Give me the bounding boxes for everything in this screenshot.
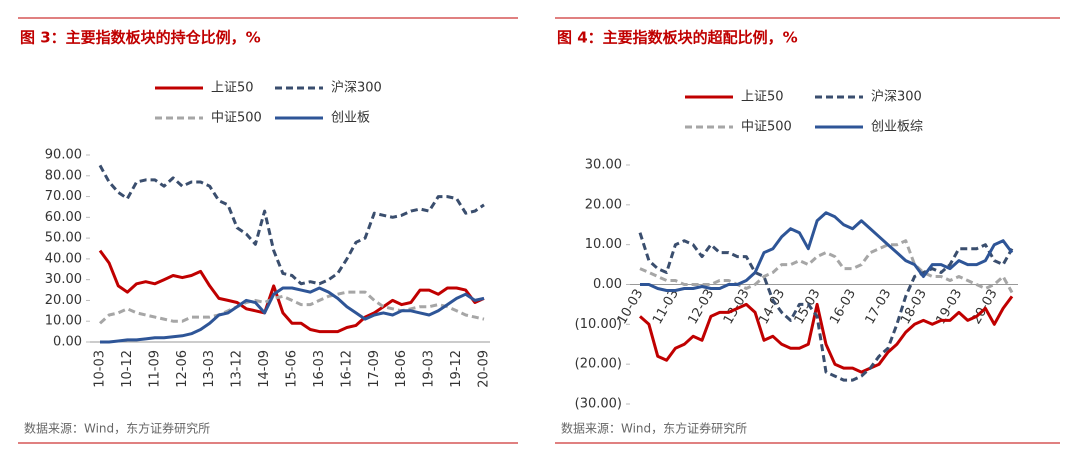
x-tick-label: 17-09 <box>367 350 382 388</box>
y-tick-label: (10.00) <box>575 317 622 332</box>
legend-label: 创业板综 <box>871 120 923 135</box>
series-line <box>98 249 485 334</box>
series-line <box>638 232 1014 382</box>
x-tick-label: 19-03 <box>422 350 437 388</box>
chart-title: 图 4：主要指数板块的超配比例，% <box>557 29 798 47</box>
legend-label: 沪深300 <box>871 89 922 105</box>
x-tick-label: 11-09 <box>147 350 162 388</box>
x-tick-label: 19-12 <box>449 350 464 388</box>
x-tick-label: 14-03 <box>756 287 788 327</box>
x-tick-label: 11-03 <box>650 287 682 327</box>
y-tick-label: 10.00 <box>45 314 82 329</box>
x-tick-label: 10-03 <box>93 350 108 388</box>
series-line <box>98 290 485 325</box>
y-tick-label: 70.00 <box>45 189 82 204</box>
y-tick-label: 60.00 <box>45 210 82 225</box>
y-tick-label: (30.00) <box>575 397 622 412</box>
source: 数据来源：Wind，东方证券研究所 <box>561 421 747 436</box>
y-tick-label: 30.00 <box>45 272 82 287</box>
legend-label: 沪深300 <box>331 80 382 96</box>
y-tick-label: 80.00 <box>45 168 82 183</box>
y-tick-label: 0.00 <box>53 335 82 350</box>
series-line <box>639 295 1014 374</box>
y-tick-label: 90.00 <box>45 148 82 163</box>
y-tick-label: 10.00 <box>585 237 622 252</box>
chart-title: 图 3：主要指数板块的持仓比例，% <box>20 29 261 47</box>
y-tick-label: 20.00 <box>45 293 82 308</box>
x-tick-label: 12-03 <box>685 287 717 327</box>
x-tick-label: 14-09 <box>257 350 272 388</box>
x-tick-label: 12-06 <box>175 350 190 388</box>
x-tick-label: 20-09 <box>477 350 492 388</box>
series-line <box>100 286 485 344</box>
y-tick-label: 30.00 <box>585 158 622 173</box>
y-tick-label: 20.00 <box>585 197 622 212</box>
y-tick-label: 0.00 <box>593 277 622 292</box>
x-tick-label: 10-12 <box>120 350 135 388</box>
series-line <box>640 211 1014 292</box>
legend-label: 中证500 <box>741 120 792 135</box>
y-tick-label: 50.00 <box>45 231 82 246</box>
x-tick-label: 17-03 <box>863 287 895 327</box>
legend-label: 创业板 <box>331 111 370 126</box>
legend-label: 上证50 <box>741 90 784 105</box>
x-tick-label: 16-03 <box>827 287 859 327</box>
y-tick-label: (20.00) <box>575 357 622 372</box>
series-line <box>98 164 485 286</box>
x-tick-label: 13-03 <box>202 350 217 388</box>
x-tick-label: 16-03 <box>312 350 327 388</box>
x-tick-label: 10-03 <box>615 287 647 327</box>
series-line <box>639 239 1014 294</box>
legend-label: 中证500 <box>211 111 262 126</box>
y-tick-label: 40.00 <box>45 251 82 266</box>
x-tick-label: 13-12 <box>230 350 245 388</box>
x-tick-label: 18-06 <box>394 350 409 388</box>
x-tick-label: 16-12 <box>339 350 354 388</box>
legend-label: 上证50 <box>211 81 254 96</box>
x-tick-label: 15-06 <box>285 350 300 388</box>
source: 数据来源：Wind，东方证券研究所 <box>24 421 210 436</box>
